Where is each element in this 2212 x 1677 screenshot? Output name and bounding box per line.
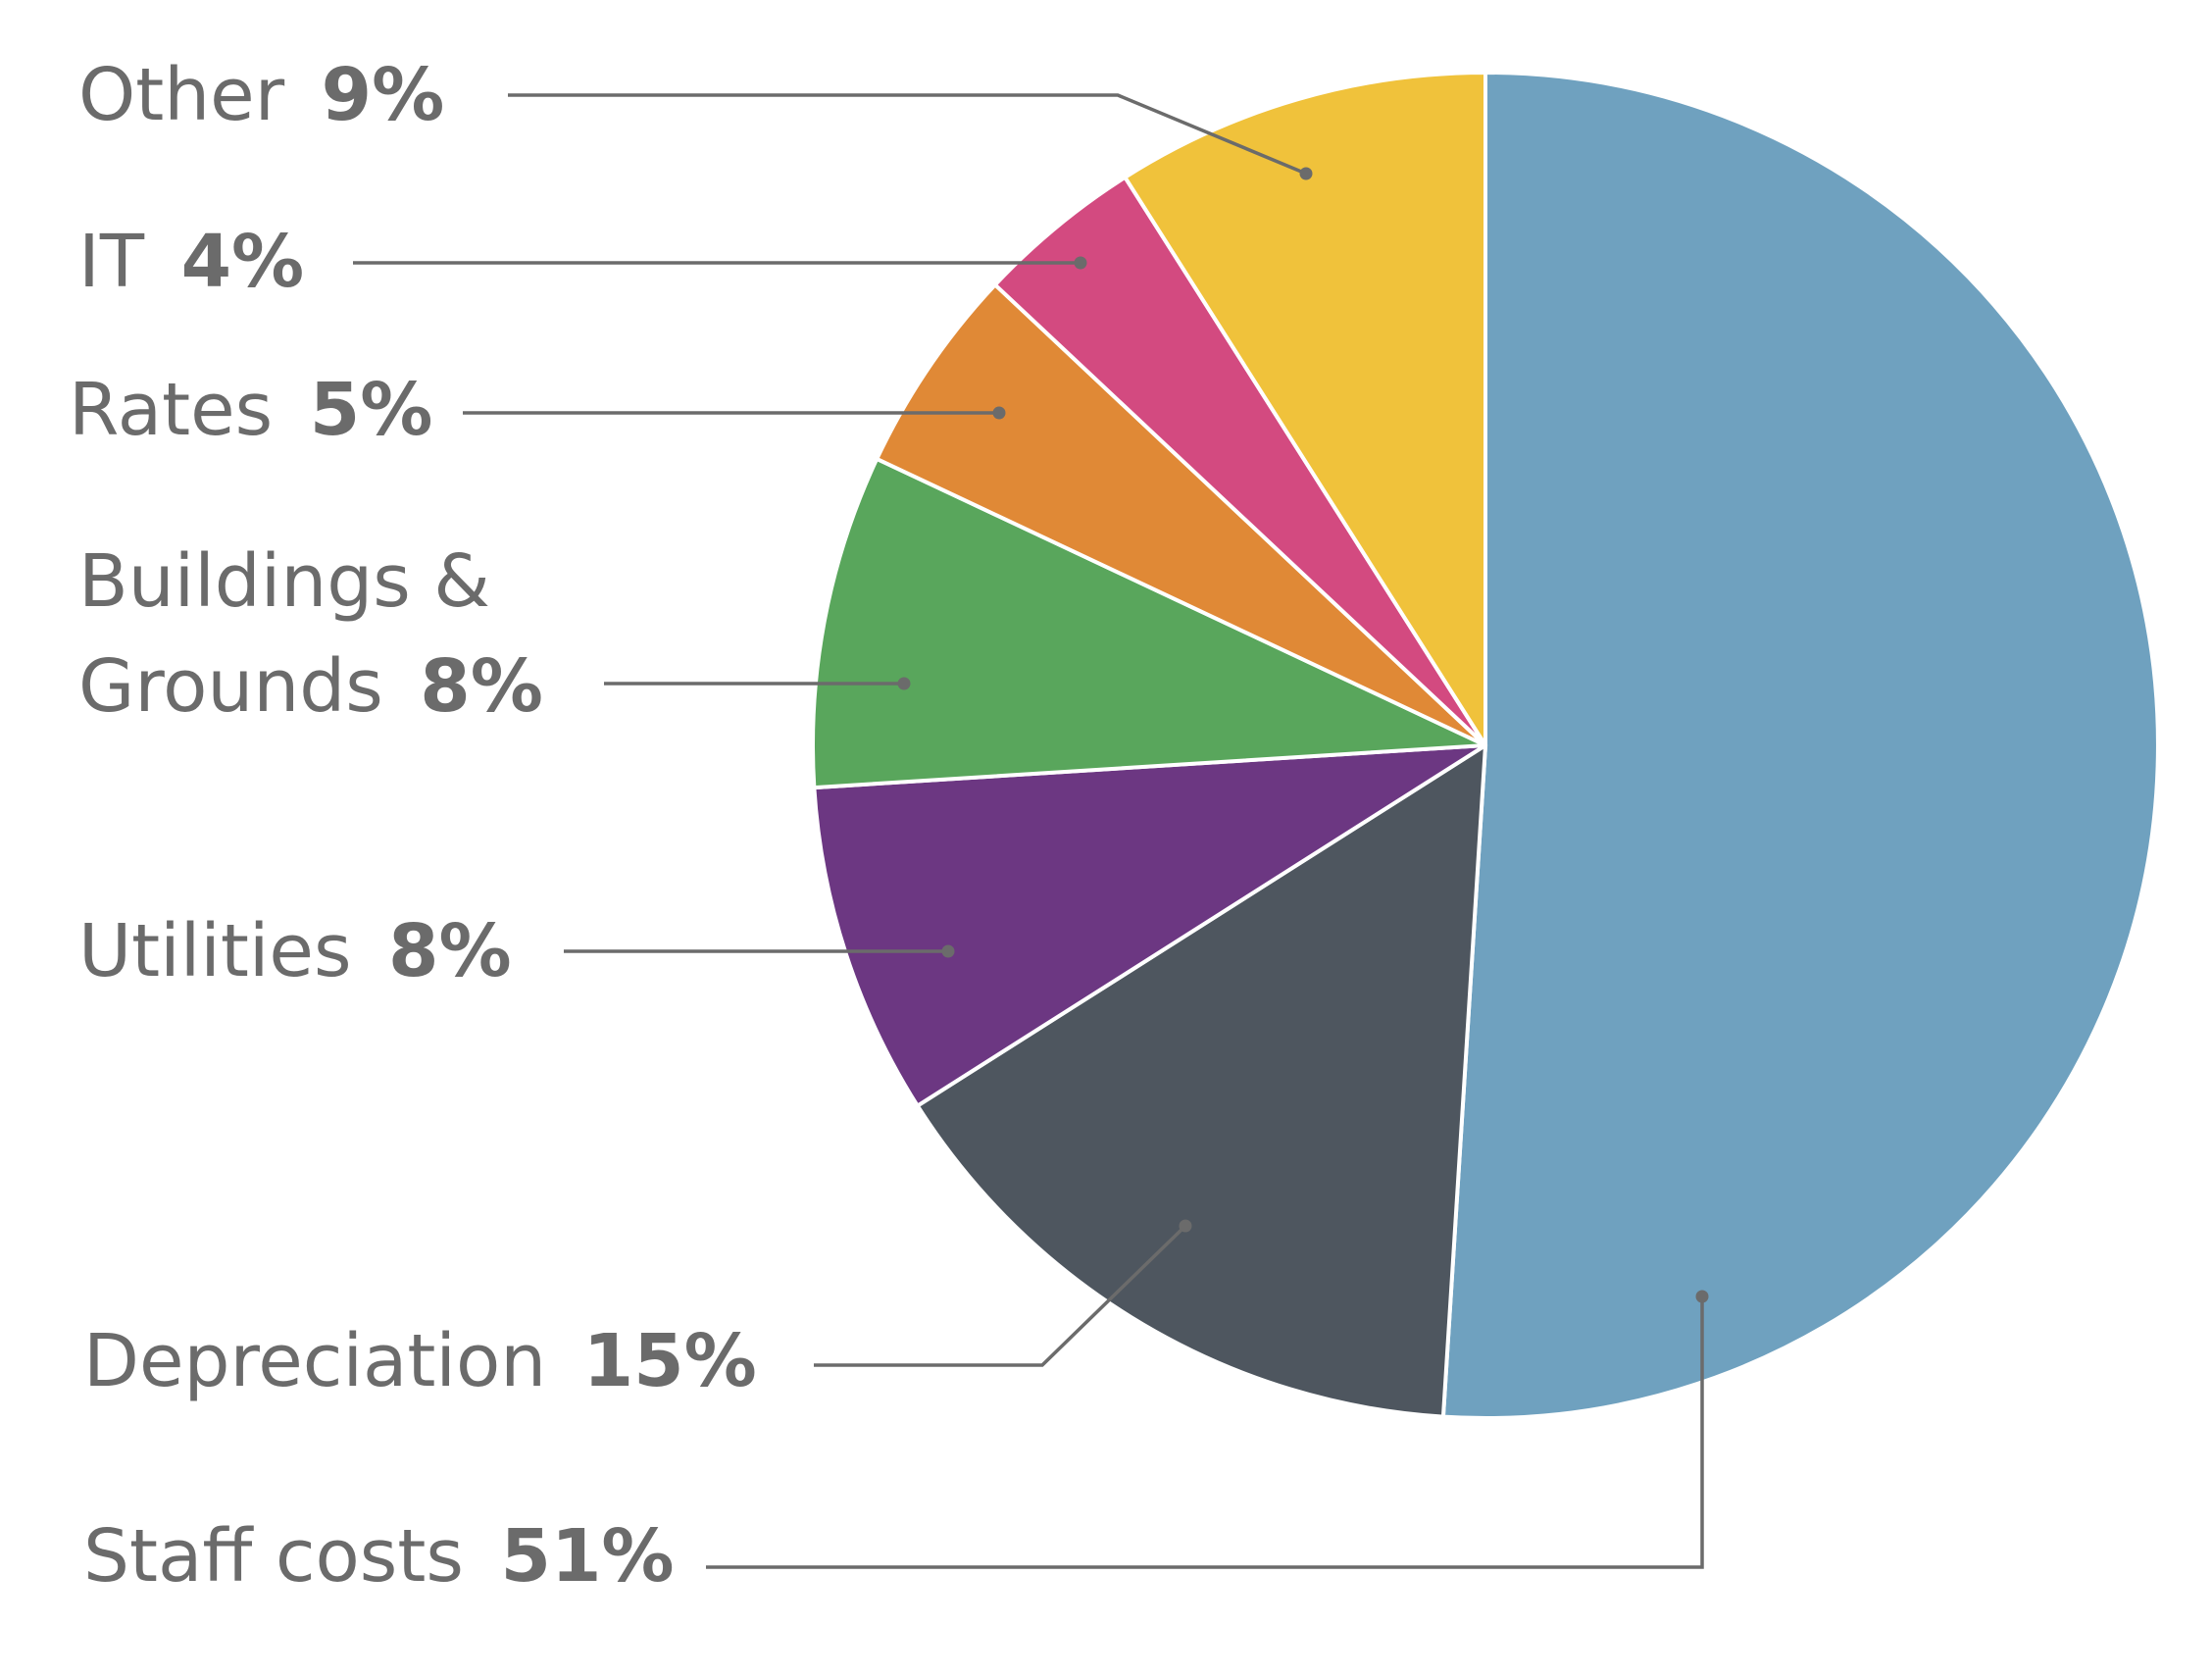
label-staff-costs-pct: 51% <box>500 1514 674 1599</box>
leader-dot-utilities <box>941 944 955 958</box>
leader-dot-it <box>1074 256 1087 270</box>
label-rates-pct: 5% <box>310 368 433 452</box>
label-rates-name: Rates <box>69 368 273 452</box>
leader-line-depreciation <box>814 1224 1187 1367</box>
pie-slice-buildings-grounds <box>810 456 1487 790</box>
label-staff-costs-name: Staff costs <box>83 1514 464 1599</box>
label-buildings-grounds-pct: 8% <box>420 644 543 729</box>
pie-slice-rates <box>875 282 1487 747</box>
label-rates: Rates 5% <box>69 368 432 452</box>
label-utilities-name: Utilities <box>78 909 352 993</box>
label-it: IT 4% <box>78 220 304 304</box>
leader-dot-rates <box>992 406 1006 420</box>
label-buildings-grounds-line1: Buildings & <box>78 539 490 624</box>
label-depreciation-pct: 15% <box>583 1319 757 1403</box>
label-utilities: Utilities 8% <box>78 909 512 993</box>
label-utilities-pct: 8% <box>388 909 512 993</box>
leader-line-staff-costs <box>706 1296 1704 1569</box>
pie-slice-staff-costs <box>1440 71 2160 1420</box>
pie-slices <box>810 71 2160 1420</box>
label-depreciation: Depreciation 15% <box>83 1319 757 1403</box>
label-depreciation-name: Depreciation <box>83 1319 546 1403</box>
label-other-name: Other <box>78 53 285 137</box>
leader-dot-depreciation <box>1179 1219 1192 1233</box>
pie-slice-depreciation <box>915 743 1487 1419</box>
leader-dot-buildings-grounds <box>897 677 911 690</box>
pie-slice-utilities <box>812 743 1487 1108</box>
label-buildings-grounds: Buildings & Grounds 8% <box>78 539 543 729</box>
leader-line-other <box>508 93 1307 176</box>
leader-lines <box>353 93 1709 1569</box>
pie-slice-other <box>1123 71 1487 747</box>
label-buildings-grounds-line2: Grounds <box>78 644 383 729</box>
leader-dot-staff-costs <box>1695 1290 1709 1303</box>
label-other-pct: 9% <box>322 53 445 137</box>
label-it-pct: 4% <box>181 220 305 304</box>
leader-dot-other <box>1299 167 1313 180</box>
label-other: Other 9% <box>78 53 444 137</box>
label-it-name: IT <box>78 220 145 304</box>
label-staff-costs: Staff costs 51% <box>83 1514 675 1599</box>
